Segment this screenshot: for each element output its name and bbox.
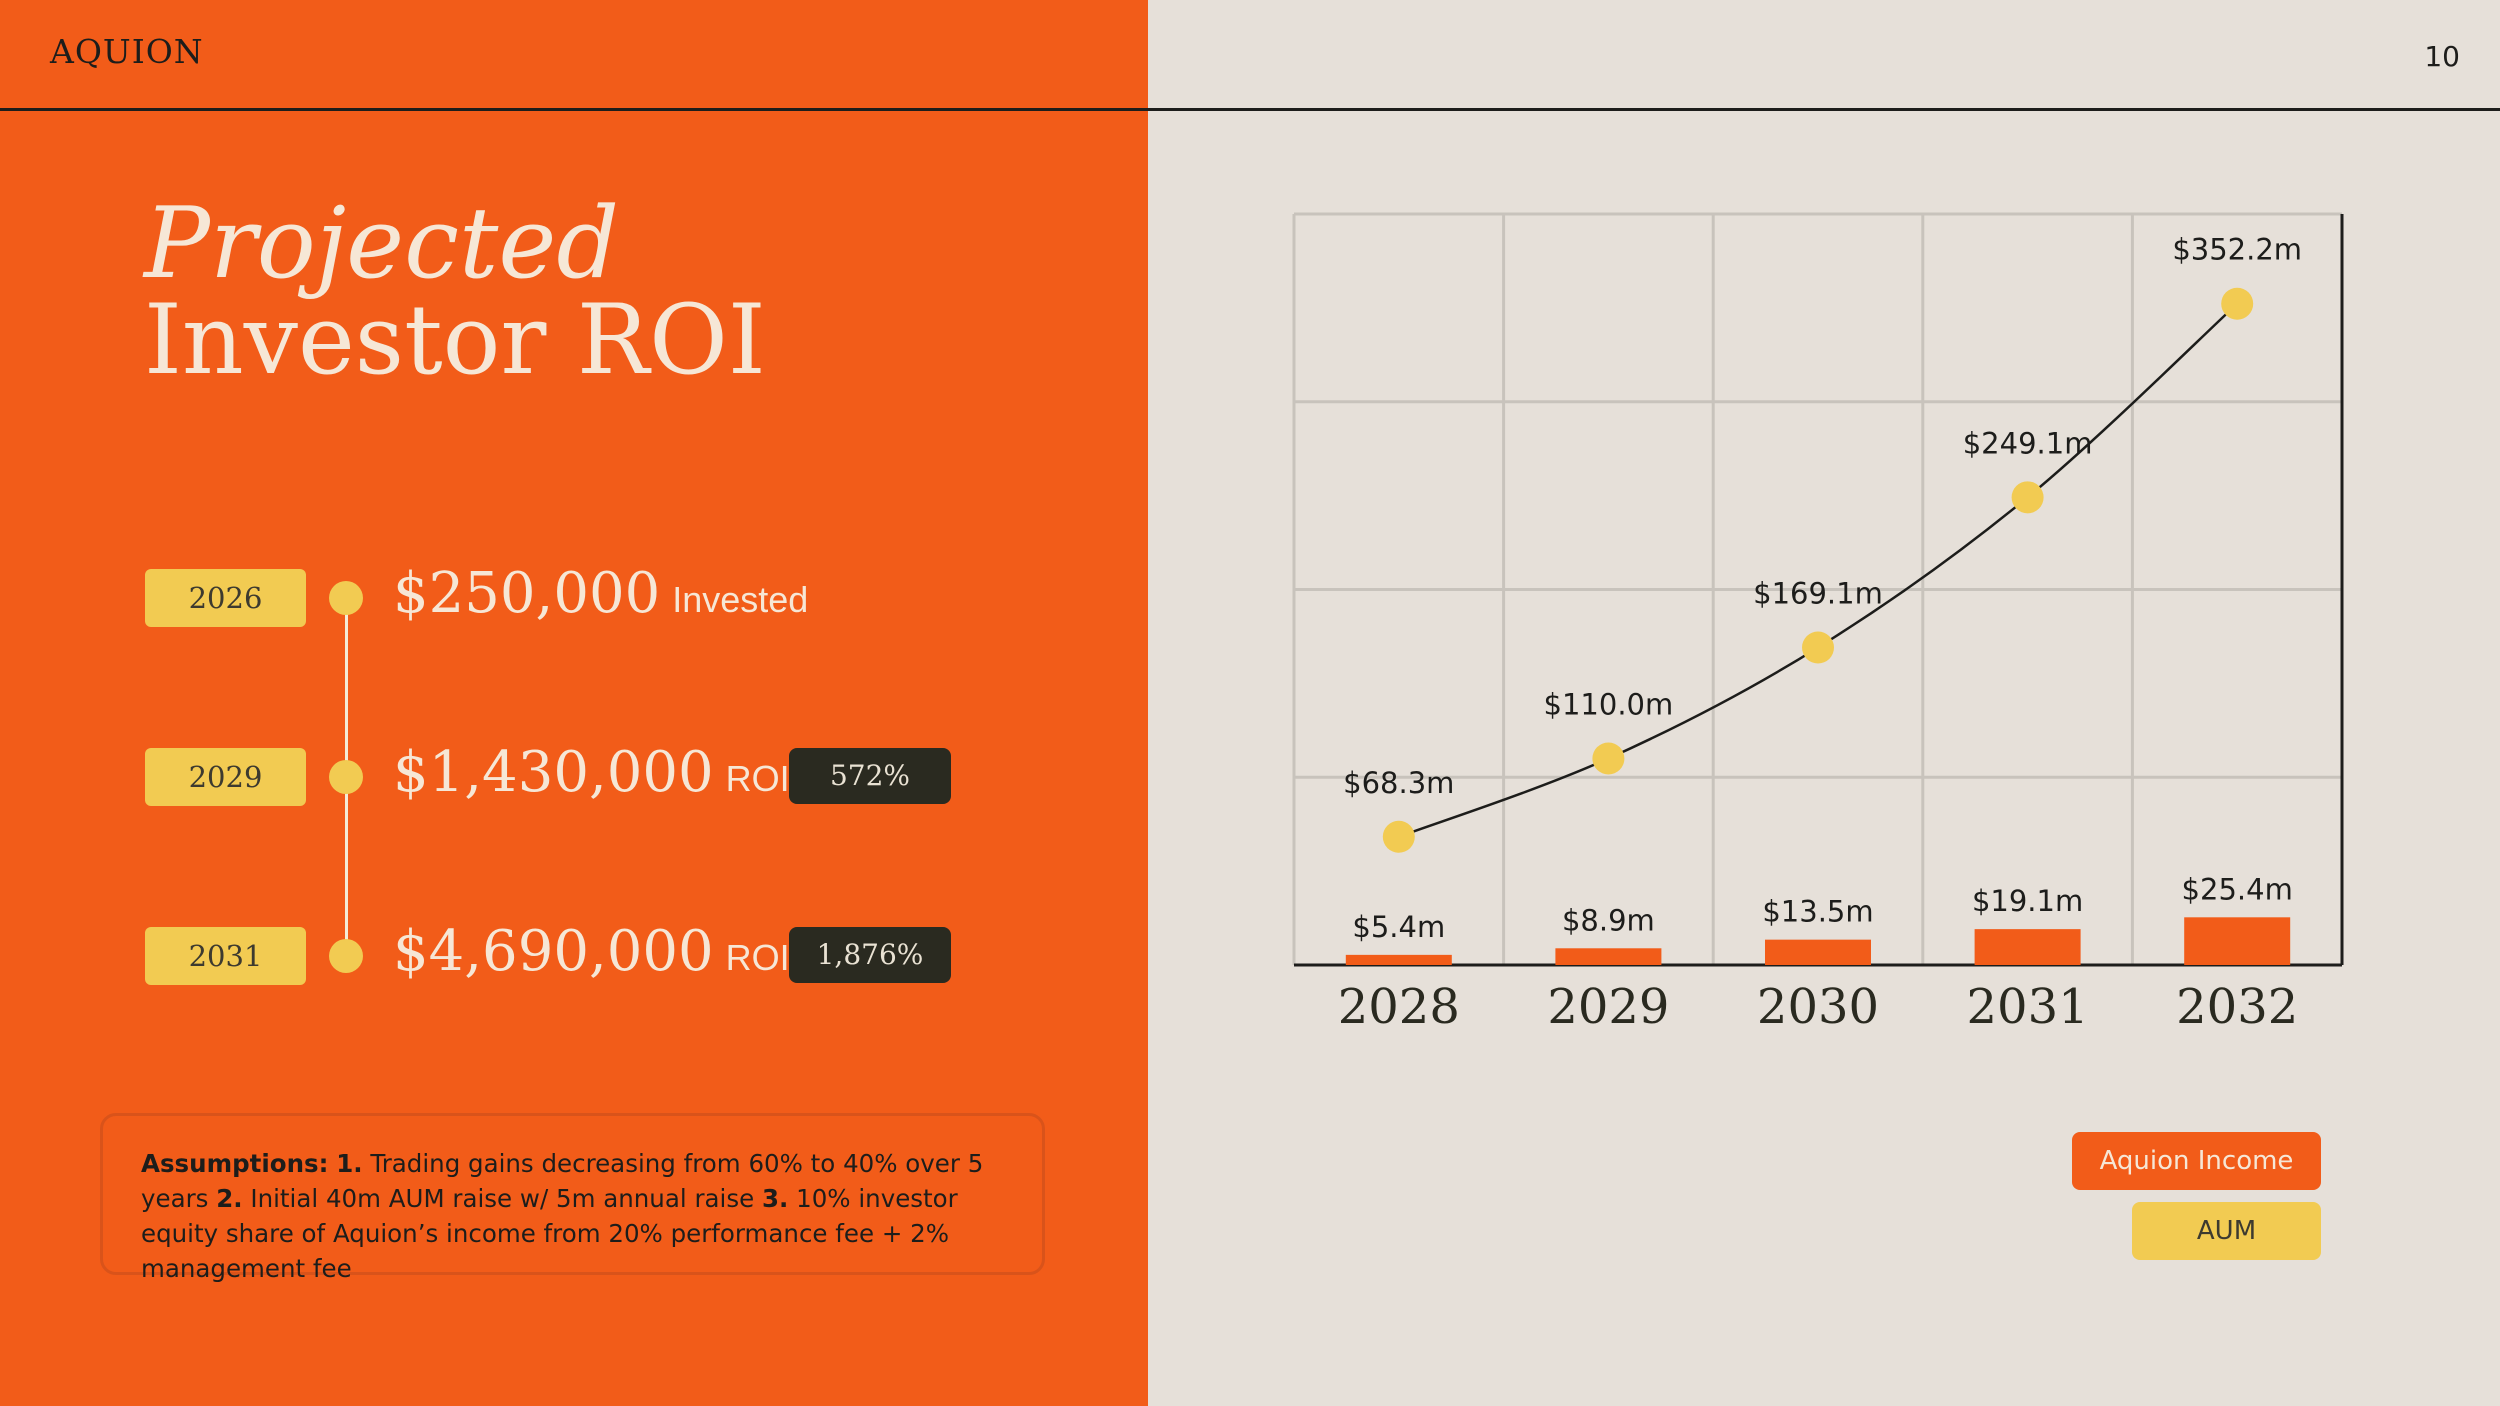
left-panel [0, 0, 1148, 1406]
timeline-row: 2026 $250,000 Invested [0, 561, 1148, 627]
year-pill: 2031 [145, 927, 306, 985]
roi-percent-badge: 1,876% [789, 927, 951, 983]
aum-point [1592, 742, 1625, 775]
income-bar [1555, 948, 1662, 965]
header-rule [0, 108, 2500, 111]
x-tick-label: 2032 [2176, 979, 2298, 1035]
timeline-row: 2031 $4,690,000 ROI 1,876% [0, 919, 1148, 985]
income-bar [1974, 929, 2081, 965]
year-pill: 2029 [145, 748, 306, 806]
aum-point-label: $352.2m [2172, 233, 2302, 267]
amount-value: $250,000 [393, 561, 661, 626]
assumptions-heading: Assumptions: [141, 1149, 329, 1178]
page-number: 10 [2424, 40, 2460, 73]
timeline-row: 2029 $1,430,000 ROI 572% [0, 740, 1148, 806]
assumption-text: Trading gains decreasing from 60% to 40%… [141, 1149, 984, 1213]
amount-value: $4,690,000 [393, 919, 714, 984]
timeline-amount: $4,690,000 ROI [393, 919, 790, 984]
income-bar-label: $5.4m [1352, 910, 1445, 944]
roi-percent-badge: 572% [789, 748, 951, 804]
timeline-dot [329, 581, 363, 615]
amount-label: ROI [725, 758, 790, 799]
aum-point [1382, 820, 1415, 853]
assumption-text: 10% investor equity share of Aquion’s in… [141, 1184, 958, 1283]
x-tick-label: 2030 [1757, 979, 1879, 1035]
title-line-2: Investor ROI [144, 284, 766, 396]
assumption-number: 3. [761, 1184, 789, 1213]
income-bar-label: $19.1m [1972, 884, 2083, 918]
income-bar-label: $13.5m [1762, 895, 1873, 929]
amount-value: $1,430,000 [393, 740, 714, 805]
income-bar [1765, 939, 1871, 965]
assumptions-box: Assumptions: 1. Trading gains decreasing… [100, 1113, 1045, 1283]
title-line-1: Projected [144, 187, 620, 301]
aum-point [2011, 481, 2044, 514]
assumption-number: 1. [336, 1149, 363, 1178]
aum-point [1802, 631, 1834, 664]
amount-label: ROI [725, 937, 790, 978]
aum-point-label: $169.1m [1753, 577, 1883, 611]
aum-point [2221, 287, 2254, 320]
timeline-amount: $1,430,000 ROI [393, 740, 790, 805]
timeline-amount: $250,000 Invested [393, 561, 808, 626]
year-pill: 2026 [145, 569, 306, 627]
aum-point-label: $110.0m [1544, 687, 1674, 721]
assumption-number: 2. [216, 1184, 243, 1213]
x-tick-label: 2031 [1967, 979, 2089, 1035]
aum-point-label: $249.1m [1963, 426, 2093, 460]
income-bar [2184, 917, 2291, 965]
income-bar [1345, 954, 1452, 965]
timeline-dot [329, 760, 363, 794]
assumption-text: Initial 40m AUM raise w/ 5m annual raise [242, 1184, 762, 1213]
brand-logo: AQUION [50, 32, 204, 71]
aum-point-label: $68.3m [1343, 766, 1454, 800]
timeline-dot [329, 939, 363, 973]
income-bar-label: $25.4m [2182, 872, 2293, 906]
amount-label: Invested [672, 579, 809, 620]
aum-line [1398, 302, 2239, 838]
legend-aquion-income: Aquion Income [2072, 1132, 2321, 1190]
legend-aum: AUM [2132, 1202, 2321, 1260]
income-bar-label: $8.9m [1562, 903, 1655, 937]
x-tick-label: 2028 [1338, 979, 1460, 1035]
x-tick-label: 2029 [1547, 979, 1669, 1035]
